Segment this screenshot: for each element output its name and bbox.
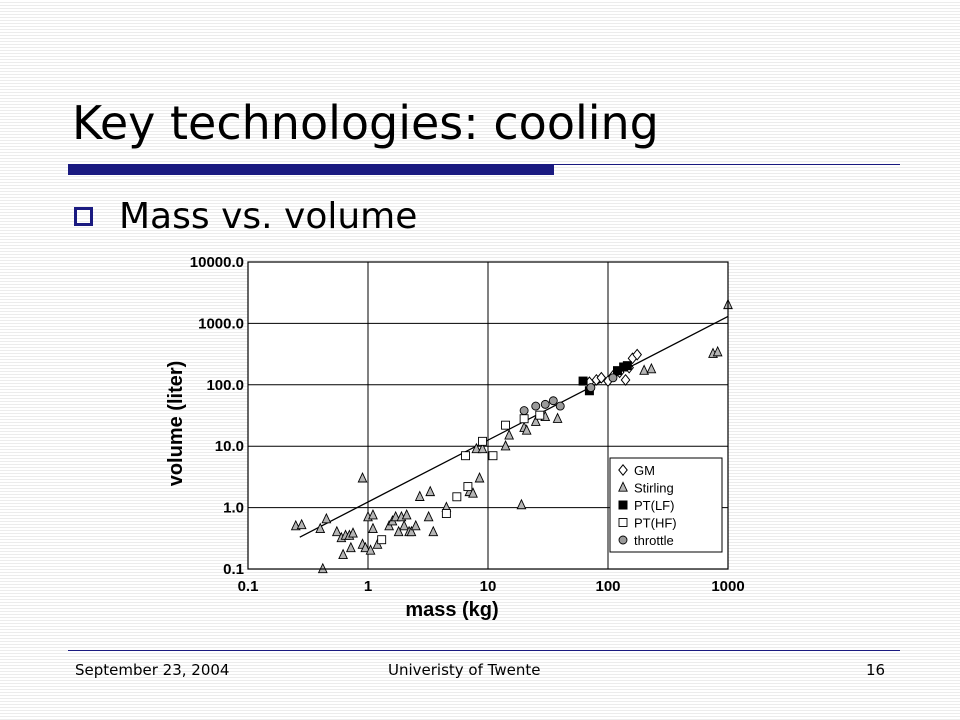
pt-lf-point — [578, 376, 588, 386]
legend-label-pt-hf: PT(HF) — [634, 516, 677, 531]
pt-hf-point — [501, 420, 510, 430]
legend-label-throttle: throttle — [634, 533, 674, 548]
pt-hf-point — [452, 492, 462, 502]
throttle-point — [608, 373, 618, 383]
footer-date: September 23, 2004 — [75, 661, 230, 679]
stirling-point — [321, 512, 332, 524]
stirling-point — [477, 442, 488, 454]
y-tick-label: 10.0 — [215, 438, 244, 455]
stirling-point — [639, 364, 650, 375]
stirling-point — [401, 509, 412, 520]
stirling-point — [348, 527, 358, 538]
stirling-point — [423, 510, 434, 522]
footer-rule — [68, 650, 900, 651]
stirling-point — [468, 487, 478, 498]
stirling-point — [331, 525, 342, 537]
stirling-point — [399, 519, 410, 531]
x-tick-label: 1 — [364, 578, 372, 595]
y-tick-label: 1000.0 — [198, 315, 244, 332]
stirling-point — [296, 518, 307, 530]
chart-legend — [609, 457, 723, 553]
chart-marks — [290, 298, 733, 574]
legend-label-pt-lf: PT(LF) — [634, 498, 674, 513]
pt-lf-point — [622, 361, 632, 371]
throttle-point — [540, 399, 550, 409]
x-tick-label: 10 — [480, 578, 497, 595]
pt-hf-point — [478, 436, 487, 446]
legend-marker-pt-lf — [618, 500, 628, 510]
legend-marker-pt-hf — [618, 518, 628, 527]
pt-hf-point — [461, 451, 470, 461]
pt-hf-point — [488, 451, 498, 461]
gm-point — [632, 348, 643, 361]
stirling-point — [393, 525, 404, 537]
stirling-point — [345, 541, 356, 553]
stirling-point — [368, 522, 378, 534]
stirling-point — [338, 548, 348, 560]
stirling-point — [521, 424, 532, 435]
stirling-point — [646, 362, 657, 374]
title-underline — [68, 164, 900, 165]
plot-frame — [247, 261, 729, 570]
square-bullet-icon — [74, 207, 93, 226]
stirling-point — [410, 519, 421, 531]
page-number: 16 — [866, 661, 886, 679]
trend-line — [299, 315, 729, 538]
stirling-point — [406, 525, 417, 537]
y-axis-label: volume (liter) — [165, 361, 187, 487]
x-tick-label: 0.1 — [238, 578, 259, 595]
y-tick-label: 10000.0 — [190, 254, 244, 271]
throttle-point — [519, 406, 529, 416]
throttle-point — [531, 401, 541, 411]
mass-volume-chart: 0.1 1 10 100 1000 0.1 1.0 10.0 100.0 1000.0 10000.… — [165, 254, 745, 621]
title-accent-bar — [68, 165, 554, 175]
stirling-point — [365, 544, 376, 555]
stirling-point — [516, 498, 527, 510]
pt-hf-point — [535, 410, 545, 420]
chart-axes: 0.1 1 10 100 1000 0.1 1.0 10.0 100.0 1000.0 10000.… — [165, 254, 745, 621]
throttle-point — [548, 396, 558, 406]
legend-marker-gm — [618, 464, 628, 476]
stirling-point — [315, 522, 326, 534]
stirling-point — [712, 345, 723, 357]
y-tick-label: 1.0 — [223, 500, 244, 517]
legend-marker-stirling — [618, 481, 628, 492]
pt-hf-point — [441, 509, 451, 519]
bullet-text: Mass vs. volume — [119, 196, 418, 237]
stirling-point — [530, 415, 541, 426]
stirling-point — [317, 562, 328, 574]
x-tick-label: 100 — [595, 578, 620, 595]
stirling-point — [504, 429, 515, 440]
y-tick-label: 100.0 — [206, 377, 244, 394]
pt-hf-point — [463, 482, 473, 492]
x-axis-label: mass (kg) — [405, 599, 498, 621]
stirling-point — [357, 472, 368, 483]
x-tick-label: 1000 — [711, 578, 744, 595]
legend-marker-throttle — [618, 535, 628, 545]
stirling-point — [500, 439, 511, 451]
stirling-point — [428, 525, 439, 537]
pt-hf-point — [377, 535, 387, 545]
stirling-point — [552, 412, 563, 423]
pt-hf-point — [519, 414, 529, 424]
stirling-point — [471, 442, 482, 454]
legend-label-gm: GM — [634, 463, 655, 478]
throttle-point — [586, 383, 596, 393]
footer-organization: Univeristy of Twente — [388, 661, 541, 679]
y-tick-label: 0.1 — [223, 561, 244, 578]
stirling-point — [414, 490, 425, 501]
stirling-point — [474, 472, 485, 483]
stirling-point — [425, 485, 436, 497]
stirling-point — [390, 510, 401, 522]
stirling-point — [360, 541, 371, 553]
bullet-item: Mass vs. volume — [74, 196, 417, 237]
gm-point — [620, 373, 631, 386]
stirling-point — [368, 509, 378, 520]
throttle-point — [555, 401, 565, 411]
legend-label-stirling: Stirling — [634, 481, 674, 496]
gm-point — [596, 371, 607, 384]
slide-title: Key technologies: cooling — [72, 96, 659, 150]
